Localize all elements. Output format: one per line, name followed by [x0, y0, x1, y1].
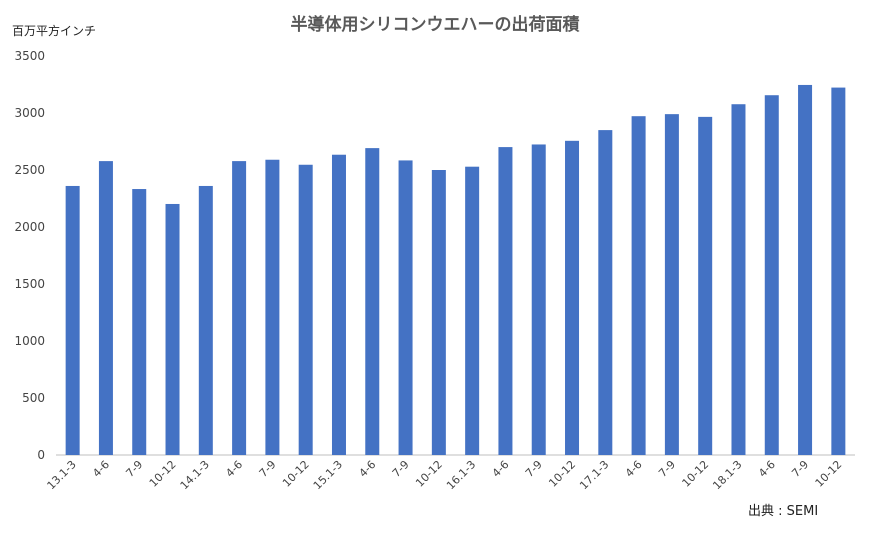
bar — [631, 116, 646, 455]
bar — [331, 154, 346, 455]
bar — [431, 170, 446, 455]
bar — [764, 95, 779, 455]
bar — [132, 189, 147, 455]
chart-title: 半導体用シリコンウエハーの出荷面積 — [290, 15, 580, 35]
bar — [698, 116, 713, 455]
x-tick-label: 7-9 — [523, 458, 545, 480]
bar — [398, 160, 413, 455]
bar — [198, 185, 213, 455]
x-tick-label: 4-6 — [223, 458, 245, 480]
y-tick-label: 1500 — [14, 277, 45, 291]
bar — [232, 161, 247, 455]
x-tick-label: 4-6 — [490, 458, 512, 480]
source-note: 出典 : SEMI — [748, 504, 819, 519]
y-tick-label: 3000 — [14, 106, 45, 120]
x-tick-label: 4-6 — [623, 458, 645, 480]
y-tick-label: 1000 — [14, 334, 45, 348]
x-tick-label: 18.1-3 — [710, 458, 744, 492]
x-tick-label: 16.1-3 — [444, 458, 478, 492]
x-tick-label: 10-12 — [413, 458, 445, 490]
bar — [98, 161, 113, 455]
y-tick-label: 3500 — [14, 49, 45, 63]
bar — [65, 185, 80, 455]
bar — [531, 144, 546, 456]
y-tick-label: 500 — [22, 391, 45, 405]
bar — [798, 84, 813, 456]
x-tick-label: 14.1-3 — [178, 458, 212, 492]
x-tick-label: 10-12 — [147, 458, 179, 490]
bar — [565, 140, 580, 456]
bar — [831, 87, 846, 455]
x-tick-label: 4-6 — [90, 458, 112, 480]
bar — [265, 159, 280, 456]
x-tick-label: 10-12 — [280, 458, 312, 490]
x-tick-label: 17.1-3 — [577, 458, 611, 492]
x-tick-label: 10-12 — [680, 458, 712, 490]
bar — [598, 130, 613, 455]
y-tick-label: 0 — [37, 448, 45, 462]
bar — [298, 164, 313, 456]
bar — [664, 114, 679, 455]
x-tick-label: 7-9 — [656, 458, 678, 480]
bar — [365, 148, 380, 455]
y-tick-label: 2500 — [14, 163, 45, 177]
x-tick-label: 7-9 — [789, 458, 811, 480]
bar — [165, 203, 180, 455]
x-tick-label: 7-9 — [390, 458, 412, 480]
y-axis-label: 百万平方インチ — [12, 24, 97, 38]
bar — [465, 166, 480, 455]
bar — [731, 104, 746, 456]
x-tick-label: 15.1-3 — [311, 458, 345, 492]
x-tick-label: 13.1-3 — [44, 458, 78, 492]
x-tick-label: 10-12 — [813, 458, 845, 490]
y-tick-label: 2000 — [14, 220, 45, 234]
bar — [498, 147, 513, 455]
x-tick-label: 7-9 — [123, 458, 145, 480]
x-tick-label: 7-9 — [257, 458, 279, 480]
x-tick-label: 10-12 — [546, 458, 578, 490]
x-tick-label: 4-6 — [356, 458, 378, 480]
x-tick-label: 4-6 — [756, 458, 778, 480]
